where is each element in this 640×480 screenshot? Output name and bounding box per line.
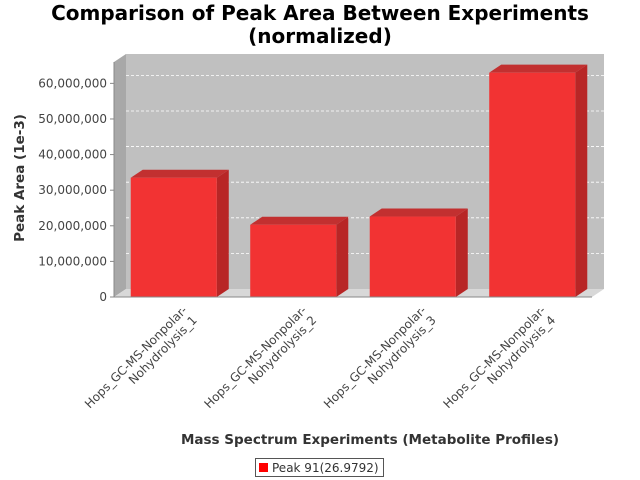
x-tick-label-line: Hops_GC-MS-Nonpolar-: [440, 303, 548, 411]
x-tick-label-line: Hops_GC-MS-Nonpolar-: [321, 303, 429, 411]
x-tick-label: Hops_GC-MS-Nonpolar-Nohydrolysis_3: [321, 303, 439, 421]
bars: [130, 64, 588, 297]
x-tick-label: Hops_GC-MS-Nonpolar-Nohydrolysis_4: [440, 303, 558, 421]
y-tick-label: 0: [99, 290, 107, 304]
bar-front: [130, 177, 217, 297]
bar-top: [369, 208, 468, 217]
chart-title: Comparison of Peak Area Between Experime…: [0, 2, 640, 48]
bar-front: [369, 216, 456, 297]
legend-label: Peak 91(26.9792): [272, 460, 379, 475]
bar-top: [250, 216, 349, 225]
bar-front: [489, 72, 576, 297]
x-axis: Hops_GC-MS-Nonpolar-Nohydrolysis_1 Hops_G…: [82, 296, 592, 421]
y-tick-label: 60,000,000: [38, 76, 107, 90]
bar: [489, 64, 588, 297]
y-axis-label: Peak Area (1e-3): [12, 114, 28, 242]
chart-title-line-1: Comparison of Peak Area Between Experime…: [51, 1, 589, 25]
legend-swatch: [259, 463, 268, 472]
bar-front: [250, 224, 337, 297]
bar-top: [130, 169, 229, 178]
bar-side: [216, 169, 229, 297]
plot-floor: [114, 289, 604, 297]
y-tick-label: 50,000,000: [38, 112, 107, 126]
x-tick-label: Hops_GC-MS-Nonpolar-Nohydrolysis_1: [82, 303, 200, 421]
chart-title-line-2: (normalized): [248, 24, 392, 48]
y-tick-label: 10,000,000: [38, 254, 107, 268]
x-axis-label: Mass Spectrum Experiments (Metabolite Pr…: [181, 432, 559, 448]
legend: Peak 91(26.9792): [255, 458, 384, 477]
y-tick-label: 40,000,000: [38, 148, 107, 162]
bar-side: [336, 216, 349, 297]
y-tick-label: 20,000,000: [38, 219, 107, 233]
bar: [369, 208, 468, 297]
y-tick-label: 30,000,000: [38, 183, 107, 197]
bar-top: [489, 64, 588, 73]
x-tick-label-line: Hops_GC-MS-Nonpolar-: [82, 303, 190, 411]
x-tick-label: Hops_GC-MS-Nonpolar-Nohydrolysis_2: [201, 303, 319, 421]
x-tick-label-line: Hops_GC-MS-Nonpolar-: [201, 303, 309, 411]
bar-side: [575, 64, 588, 297]
bar: [250, 216, 349, 297]
bar: [130, 169, 229, 297]
y-axis: 0 10,000,000 20,000,000 30,000,000 40,000,00…: [38, 62, 115, 304]
bar-side: [455, 208, 468, 297]
plot-left-wall: [114, 54, 126, 297]
